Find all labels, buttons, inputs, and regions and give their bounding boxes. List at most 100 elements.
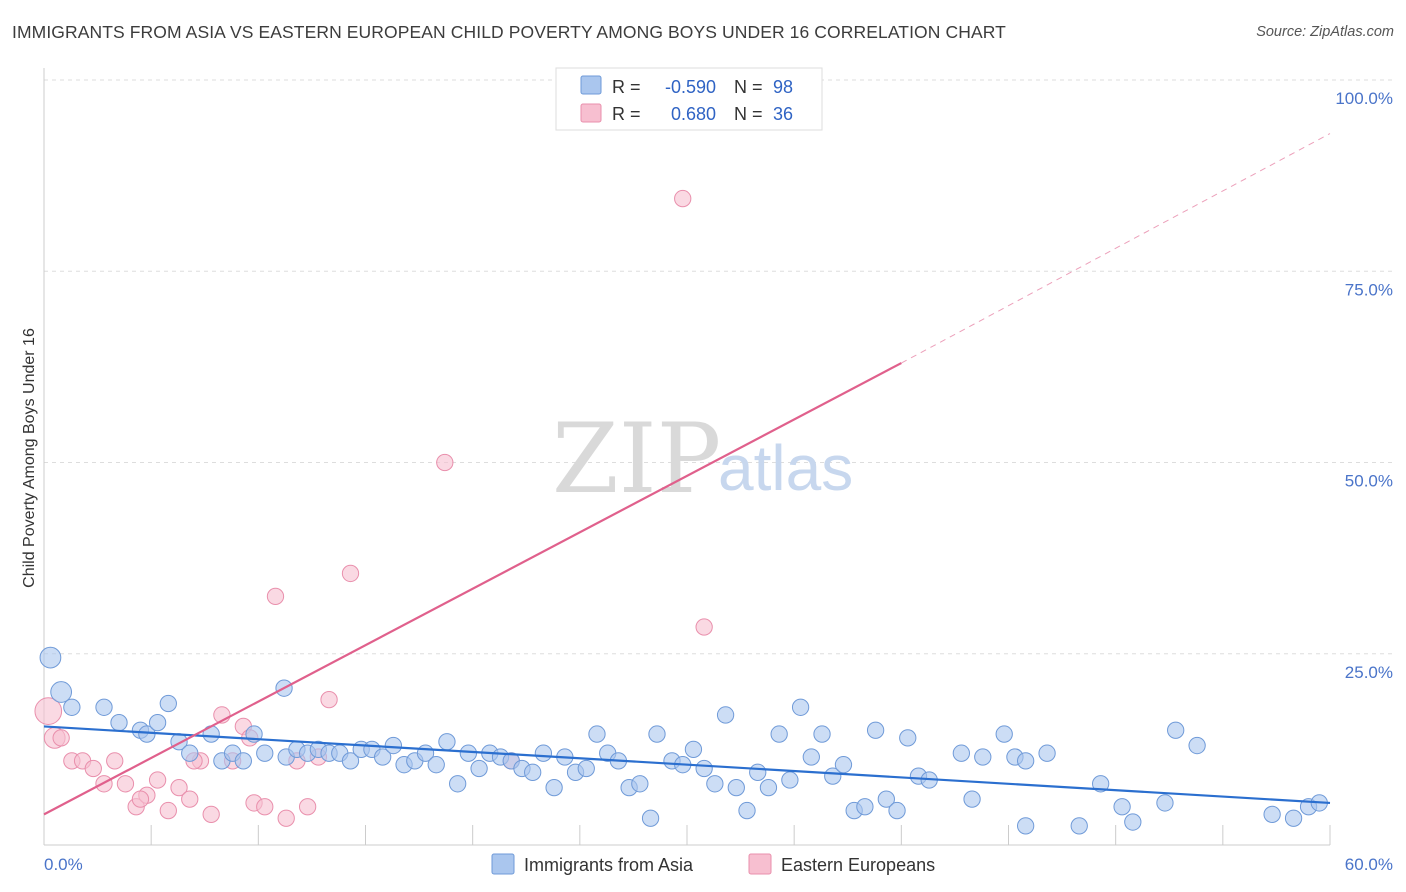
eu-point — [116, 775, 135, 793]
asia-point — [110, 713, 128, 732]
asia-point — [791, 698, 810, 716]
eu-point — [320, 691, 338, 709]
asia-point — [648, 725, 666, 743]
asia-point — [148, 713, 167, 732]
asia-point — [234, 752, 252, 770]
bottom-legend-swatch-asia — [491, 853, 515, 875]
asia-point — [684, 740, 703, 759]
asia-point — [427, 756, 445, 774]
eu-point — [181, 790, 199, 808]
bottom-legend-label-eu: Eastern Europeans — [781, 855, 935, 875]
watermark: ZIP atlas — [552, 403, 853, 515]
asia-point — [524, 763, 542, 781]
legend-swatch-eu — [580, 103, 602, 123]
x-tick-labels: 0.0% 60.0% — [44, 855, 1393, 874]
asia-point — [39, 646, 62, 669]
legend-n-label-eu: N = — [734, 104, 763, 124]
eu-point — [170, 778, 188, 797]
asia-point — [1188, 736, 1206, 755]
source-credit: Source: ZipAtlas.com — [1256, 24, 1394, 40]
asia-point — [1070, 817, 1088, 835]
eu-point — [202, 805, 220, 824]
y-tick-label-0: 25.0% — [1345, 663, 1393, 682]
asia-point — [181, 744, 199, 762]
legend-r-label-asia: R = — [612, 77, 641, 97]
correlation-legend: R = -0.590 N = 98 R = 0.680 N = 36 — [555, 67, 823, 131]
asia-point — [781, 771, 799, 789]
eu-point — [298, 798, 317, 816]
asia-point — [577, 759, 595, 778]
asia-point — [1124, 813, 1142, 831]
asia-point — [1263, 805, 1281, 824]
y-axis-title: Child Poverty Among Boys Under 16 — [21, 328, 38, 588]
x-tick-label-max: 60.0% — [1345, 855, 1393, 874]
asia-point — [341, 752, 360, 770]
eu-point — [84, 759, 102, 778]
asia-point — [813, 725, 831, 743]
legend-n-value-asia: 98 — [773, 77, 793, 97]
asia-point — [1167, 721, 1185, 739]
asia-point — [631, 775, 649, 793]
asia-point — [759, 778, 778, 797]
asia-point — [95, 698, 113, 716]
asia-point — [1038, 744, 1056, 762]
asia-point — [888, 801, 906, 820]
asia-point — [50, 681, 73, 703]
asia-point — [459, 744, 478, 762]
asia-point — [534, 744, 553, 762]
asia-point — [470, 759, 488, 778]
asia-point — [449, 775, 467, 793]
eu-point — [436, 453, 454, 472]
asia-point — [1016, 817, 1035, 835]
watermark-atlas: atlas — [718, 432, 853, 504]
bottom-legend-label-asia: Immigrants from Asia — [524, 855, 694, 875]
asia-point — [384, 736, 403, 755]
y-tick-label-3: 100.0% — [1335, 89, 1393, 108]
watermark-zip: ZIP — [552, 403, 721, 515]
y-tick-label-2: 75.0% — [1345, 280, 1393, 299]
eu-point — [277, 809, 295, 827]
asia-point — [1092, 775, 1110, 793]
x-tick-label-min: 0.0% — [44, 855, 83, 874]
asia-point — [727, 778, 745, 797]
eu-point — [341, 564, 360, 583]
asia-point — [834, 756, 853, 774]
y-tick-label-1: 50.0% — [1345, 472, 1393, 491]
legend-swatch-asia — [580, 75, 602, 95]
eu-trend-line — [43, 362, 902, 816]
bottom-legend-swatch-eu — [748, 853, 772, 875]
asia-point — [952, 744, 970, 762]
legend-r-value-asia: -0.590 — [665, 77, 716, 97]
trend-lines — [43, 133, 1331, 816]
asia-point — [706, 775, 724, 793]
asia-point — [641, 809, 660, 827]
asia-point — [588, 725, 606, 743]
asia-point — [866, 721, 885, 739]
asia-point — [856, 798, 874, 816]
immigrants-from-asia-points — [39, 646, 1328, 835]
eu-trend-extension — [901, 133, 1331, 364]
axes — [43, 68, 1331, 846]
eu-point — [148, 771, 167, 789]
eu-point — [131, 790, 150, 808]
legend-r-value-eu: 0.680 — [671, 104, 716, 124]
series-legend: Immigrants from Asia Eastern Europeans — [491, 853, 935, 875]
asia-point — [770, 725, 788, 743]
asia-point — [1284, 809, 1303, 827]
eu-point — [52, 729, 70, 747]
asia-point — [899, 729, 917, 747]
asia-point — [974, 748, 992, 766]
eu-point — [256, 798, 274, 816]
grid-lines — [44, 79, 1392, 655]
asia-point — [738, 801, 756, 820]
eu-point — [674, 189, 692, 208]
eu-point — [106, 752, 124, 770]
asia-point — [545, 778, 563, 797]
asia-point — [716, 706, 735, 724]
asia-point — [1016, 752, 1035, 770]
chart-title: IMMIGRANTS FROM ASIA VS EASTERN EUROPEAN… — [12, 22, 1006, 42]
legend-n-label-asia: N = — [734, 77, 763, 97]
asia-point — [995, 725, 1013, 743]
asia-point — [373, 748, 392, 766]
